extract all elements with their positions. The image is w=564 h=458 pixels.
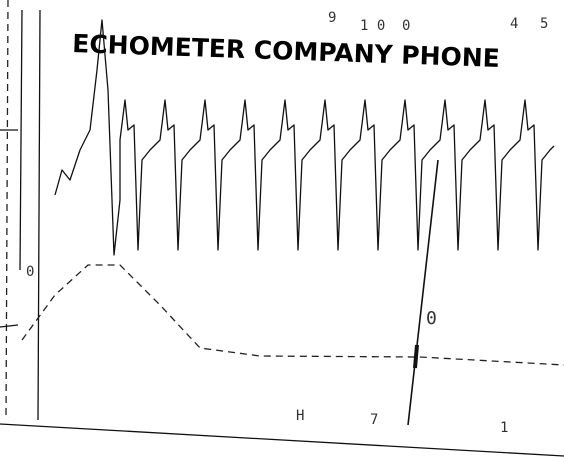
bottom-mark: 1 [500, 420, 508, 436]
marker-tick [415, 345, 417, 368]
scale-mark: 4 [510, 16, 518, 32]
scale-mark: 0 [402, 18, 410, 34]
bottom-mark: H [296, 408, 304, 424]
side-mark: 0 [26, 264, 34, 280]
marker-label: 0 [426, 308, 437, 329]
scale-mark: 9 [328, 10, 336, 26]
bottom-mark: 7 [370, 412, 378, 428]
strip-chart: ECHOMETER COMPANY PHONE 9 1 0 0 4 5 0 0 … [0, 0, 564, 458]
page: {"header": {"title": "ECHOMETER COMPANY … [0, 0, 564, 458]
scale-mark: 1 0 [360, 18, 385, 34]
scale-mark: 5 [540, 16, 548, 32]
